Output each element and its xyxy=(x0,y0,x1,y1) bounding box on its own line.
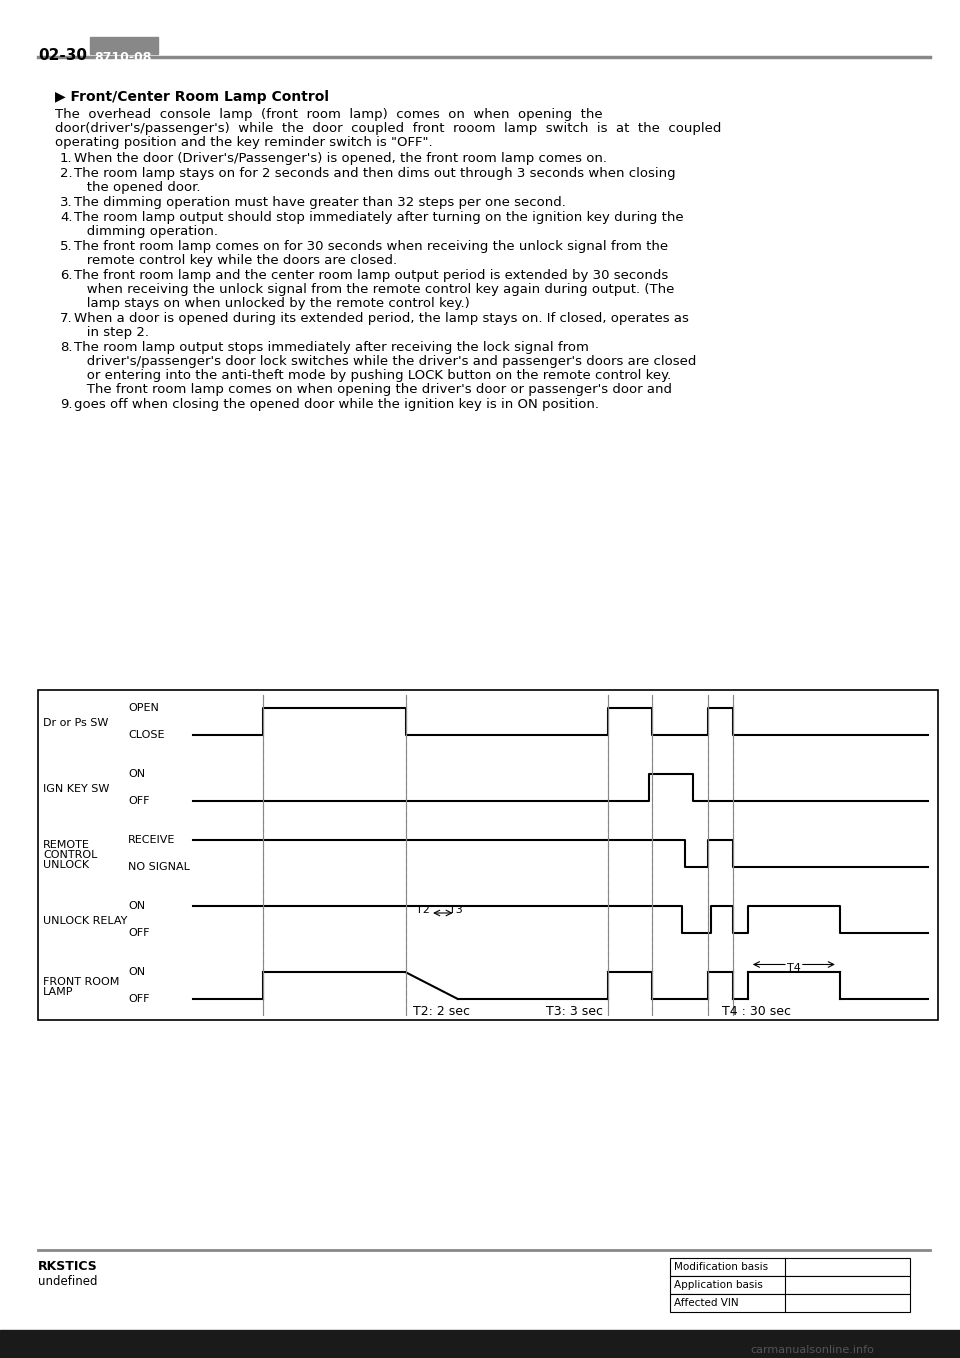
Text: dimming operation.: dimming operation. xyxy=(74,225,218,238)
Text: remote control key while the doors are closed.: remote control key while the doors are c… xyxy=(74,254,397,268)
Text: 8710-08: 8710-08 xyxy=(94,52,152,64)
Text: The dimming operation must have greater than 32 steps per one second.: The dimming operation must have greater … xyxy=(74,196,565,209)
Text: OFF: OFF xyxy=(128,796,150,805)
Text: T4 : 30 sec: T4 : 30 sec xyxy=(722,1005,791,1018)
Text: The room lamp output should stop immediately after turning on the ignition key d: The room lamp output should stop immedia… xyxy=(74,210,684,224)
Text: FRONT ROOM: FRONT ROOM xyxy=(43,976,119,987)
Text: LAMP: LAMP xyxy=(43,987,74,997)
Text: REMOTE: REMOTE xyxy=(43,841,90,850)
Text: T3: 3 sec: T3: 3 sec xyxy=(546,1005,603,1018)
Text: 6.: 6. xyxy=(60,269,73,282)
Text: When a door is opened during its extended period, the lamp stays on. If closed, : When a door is opened during its extende… xyxy=(74,312,689,325)
Text: The front room lamp comes on when opening the driver's door or passenger's door : The front room lamp comes on when openin… xyxy=(74,383,672,397)
Text: ▶ Front/Center Room Lamp Control: ▶ Front/Center Room Lamp Control xyxy=(55,90,329,105)
Text: OFF: OFF xyxy=(128,928,150,938)
Text: Application basis: Application basis xyxy=(674,1281,763,1290)
Text: Modification basis: Modification basis xyxy=(674,1262,768,1272)
Text: carmanualsonline.info: carmanualsonline.info xyxy=(750,1344,874,1355)
Text: 2.: 2. xyxy=(60,167,73,181)
Text: 7.: 7. xyxy=(60,312,73,325)
Text: T3: T3 xyxy=(448,904,463,915)
Text: OFF: OFF xyxy=(128,994,150,1004)
Text: Dr or Ps SW: Dr or Ps SW xyxy=(43,718,108,728)
Text: lamp stays on when unlocked by the remote control key.): lamp stays on when unlocked by the remot… xyxy=(74,297,469,310)
Text: ON: ON xyxy=(128,902,145,911)
Text: 8.: 8. xyxy=(60,341,73,354)
Text: CLOSE: CLOSE xyxy=(128,729,164,740)
Text: The room lamp output stops immediately after receiving the lock signal from: The room lamp output stops immediately a… xyxy=(74,341,588,354)
Text: driver's/passenger's door lock switches while the driver's and passenger's doors: driver's/passenger's door lock switches … xyxy=(74,354,696,368)
Text: or entering into the anti-theft mode by pushing LOCK button on the remote contro: or entering into the anti-theft mode by … xyxy=(74,369,671,382)
Bar xyxy=(0,1329,960,1358)
Text: goes off when closing the opened door while the ignition key is in ON position.: goes off when closing the opened door wh… xyxy=(74,398,599,411)
Text: Affected VIN: Affected VIN xyxy=(674,1298,738,1308)
Text: 5.: 5. xyxy=(60,240,73,253)
Text: in step 2.: in step 2. xyxy=(74,326,149,340)
Text: when receiving the unlock signal from the remote control key again during output: when receiving the unlock signal from th… xyxy=(74,282,674,296)
Text: operating position and the key reminder switch is "OFF".: operating position and the key reminder … xyxy=(55,136,433,149)
Text: The front room lamp comes on for 30 seconds when receiving the unlock signal fro: The front room lamp comes on for 30 seco… xyxy=(74,240,668,253)
Text: ON: ON xyxy=(128,967,145,978)
Text: OPEN: OPEN xyxy=(128,703,158,713)
Text: The front room lamp and the center room lamp output period is extended by 30 sec: The front room lamp and the center room … xyxy=(74,269,668,282)
Text: 4.: 4. xyxy=(60,210,73,224)
Bar xyxy=(670,1294,910,1312)
Text: The  overhead  console  lamp  (front  room  lamp)  comes  on  when  opening  the: The overhead console lamp (front room la… xyxy=(55,109,603,121)
Text: door(driver's/passenger's)  while  the  door  coupled  front  rooom  lamp  switc: door(driver's/passenger's) while the doo… xyxy=(55,122,721,134)
Text: 02-30: 02-30 xyxy=(38,48,87,62)
Text: 3.: 3. xyxy=(60,196,73,209)
Text: T2: 2 sec: T2: 2 sec xyxy=(413,1005,470,1018)
Text: NO SIGNAL: NO SIGNAL xyxy=(128,862,190,872)
Text: T2: T2 xyxy=(417,904,430,915)
Text: the opened door.: the opened door. xyxy=(74,181,201,194)
Text: RKSTICS: RKSTICS xyxy=(38,1260,98,1272)
Text: T4: T4 xyxy=(787,963,801,974)
Bar xyxy=(670,1277,910,1294)
Text: CONTROL: CONTROL xyxy=(43,850,97,860)
Text: 1.: 1. xyxy=(60,152,73,166)
Text: UNLOCK: UNLOCK xyxy=(43,860,89,870)
Text: RECEIVE: RECEIVE xyxy=(128,835,176,846)
Text: undefined: undefined xyxy=(38,1275,98,1287)
Text: 9.: 9. xyxy=(60,398,73,411)
Text: The room lamp stays on for 2 seconds and then dims out through 3 seconds when cl: The room lamp stays on for 2 seconds and… xyxy=(74,167,676,181)
Text: ON: ON xyxy=(128,770,145,779)
Bar xyxy=(38,690,938,1020)
Text: UNLOCK RELAY: UNLOCK RELAY xyxy=(43,917,128,926)
Bar xyxy=(670,1258,910,1277)
Text: When the door (Driver's/Passenger's) is opened, the front room lamp comes on.: When the door (Driver's/Passenger's) is … xyxy=(74,152,607,166)
Bar xyxy=(90,37,158,54)
Text: IGN KEY SW: IGN KEY SW xyxy=(43,784,109,794)
